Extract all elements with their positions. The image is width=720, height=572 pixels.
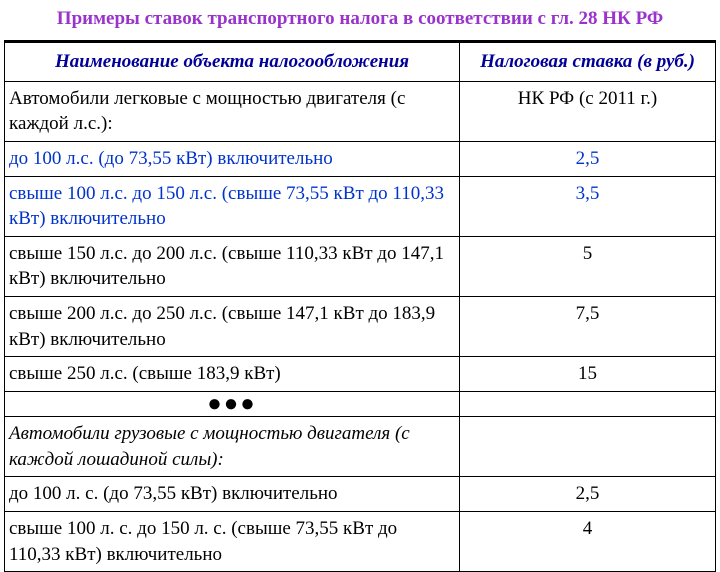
rate-cell: 3,5 xyxy=(460,176,716,236)
table-row: Автомобили легковые с мощностью двигател… xyxy=(5,81,716,141)
rate-cell: НК РФ (с 2011 г.) xyxy=(460,81,716,141)
table-row: до 100 л. с. (до 73,55 кВт) включительно… xyxy=(5,477,716,512)
name-cell: Автомобили легковые с мощностью двигател… xyxy=(5,81,460,141)
header-rate: Налоговая ставка (в руб.) xyxy=(460,42,716,82)
table-row: свыше 100 л.с. до 150 л.с. (свыше 73,55 … xyxy=(5,176,716,236)
name-cell: свыше 100 л.с. до 150 л.с. (свыше 73,55 … xyxy=(5,176,460,236)
rate-cell: 4 xyxy=(460,511,716,571)
tax-rates-table: Наименование объекта налогообложения Нал… xyxy=(4,40,716,572)
rate-cell: 5 xyxy=(460,236,716,296)
table-body: Автомобили легковые с мощностью двигател… xyxy=(5,81,716,572)
page-title: Примеры ставок транспортного налога в со… xyxy=(4,8,716,30)
name-cell: до 100 л. с. (до 73,55 кВт) включительно xyxy=(5,477,460,512)
ellipsis-cell-empty xyxy=(460,392,716,417)
rate-cell: 7,5 xyxy=(460,297,716,357)
name-cell: свыше 250 л.с. (свыше 183,9 кВт) xyxy=(5,357,460,392)
table-row: свыше 200 л.с. до 250 л.с. (свыше 147,1 … xyxy=(5,297,716,357)
name-cell: свыше 200 л.с. до 250 л.с. (свыше 147,1 … xyxy=(5,297,460,357)
name-cell: свыше 100 л. с. до 150 л. с. (свыше 73,5… xyxy=(5,511,460,571)
table-row: свыше 250 л.с. (свыше 183,9 кВт)15 xyxy=(5,357,716,392)
table-row: ●●● xyxy=(5,392,716,417)
table-row: до 100 л.с. (до 73,55 кВт) включительно2… xyxy=(5,141,716,176)
rate-cell xyxy=(460,417,716,477)
table-row: свыше 150 л.с. до 200 л.с. (свыше 110,33… xyxy=(5,236,716,296)
rate-cell: 2,5 xyxy=(460,477,716,512)
name-cell: до 100 л.с. (до 73,55 кВт) включительно xyxy=(5,141,460,176)
name-cell: свыше 150 л.с. до 200 л.с. (свыше 110,33… xyxy=(5,236,460,296)
table-row: Автомобили грузовые с мощностью двигател… xyxy=(5,417,716,477)
table-row: свыше 100 л. с. до 150 л. с. (свыше 73,5… xyxy=(5,511,716,571)
rate-cell: 15 xyxy=(460,357,716,392)
rate-cell: 2,5 xyxy=(460,141,716,176)
header-name: Наименование объекта налогообложения xyxy=(5,42,460,82)
ellipsis-cell: ●●● xyxy=(5,392,460,417)
table-header-row: Наименование объекта налогообложения Нал… xyxy=(5,42,716,82)
name-cell: Автомобили грузовые с мощностью двигател… xyxy=(5,417,460,477)
